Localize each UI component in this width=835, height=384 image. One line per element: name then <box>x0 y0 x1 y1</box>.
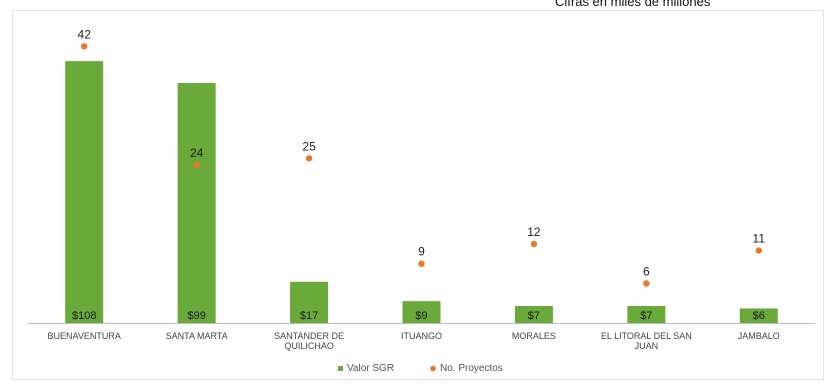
marker-point <box>81 43 88 50</box>
category-label: SANTA MARTA <box>166 331 228 341</box>
legend-swatch-no-proyectos <box>430 365 436 372</box>
marker-value-label: 11 <box>753 232 766 246</box>
marker-point <box>643 280 650 287</box>
category-label: ITUANGO <box>401 331 442 341</box>
bar-value-label: $7 <box>528 310 540 322</box>
bar <box>402 301 441 323</box>
category-label: MORALES <box>512 331 556 341</box>
marker-point <box>418 260 425 267</box>
category-label: JUAN <box>635 341 659 351</box>
marker-value-label: 6 <box>643 264 650 278</box>
marker-value-label: 9 <box>418 245 425 259</box>
bar <box>65 61 104 323</box>
bar <box>739 308 778 323</box>
category-label: SANTANDER DE <box>274 331 344 341</box>
legend-label-valor-sgr: Valor SGR <box>347 363 394 374</box>
units-note: Cifras en miles de millones <box>555 0 711 9</box>
bar <box>627 306 666 323</box>
category-label: JAMBALO <box>738 331 780 341</box>
marker-value-label: 25 <box>302 139 316 153</box>
marker-value-label: 24 <box>190 146 204 160</box>
marker-value-label: 12 <box>527 225 541 239</box>
bar-value-label: $17 <box>300 310 318 322</box>
chart-frame <box>12 10 824 380</box>
marker-point <box>193 161 200 169</box>
marker-point <box>755 247 762 254</box>
marker-point <box>530 240 538 248</box>
bar <box>514 306 553 323</box>
bar-value-label: $9 <box>415 310 427 322</box>
category-label: QUILICHAO <box>284 341 334 351</box>
marker-point <box>305 155 313 162</box>
bar <box>290 281 329 323</box>
legend-label-no-proyectos: No. Proyectos <box>440 363 503 374</box>
bar-value-label: $7 <box>640 310 652 322</box>
category-label: BUENAVENTURA <box>48 331 121 341</box>
marker-value-label: 42 <box>78 27 92 41</box>
legend-swatch-valor-sgr <box>338 366 343 371</box>
bar <box>177 82 216 323</box>
bar-value-label: $6 <box>753 310 765 322</box>
category-label: EL LITORAL DEL SAN <box>601 331 692 341</box>
bar-value-label: $99 <box>187 310 205 322</box>
bar-value-label: $108 <box>72 310 96 322</box>
